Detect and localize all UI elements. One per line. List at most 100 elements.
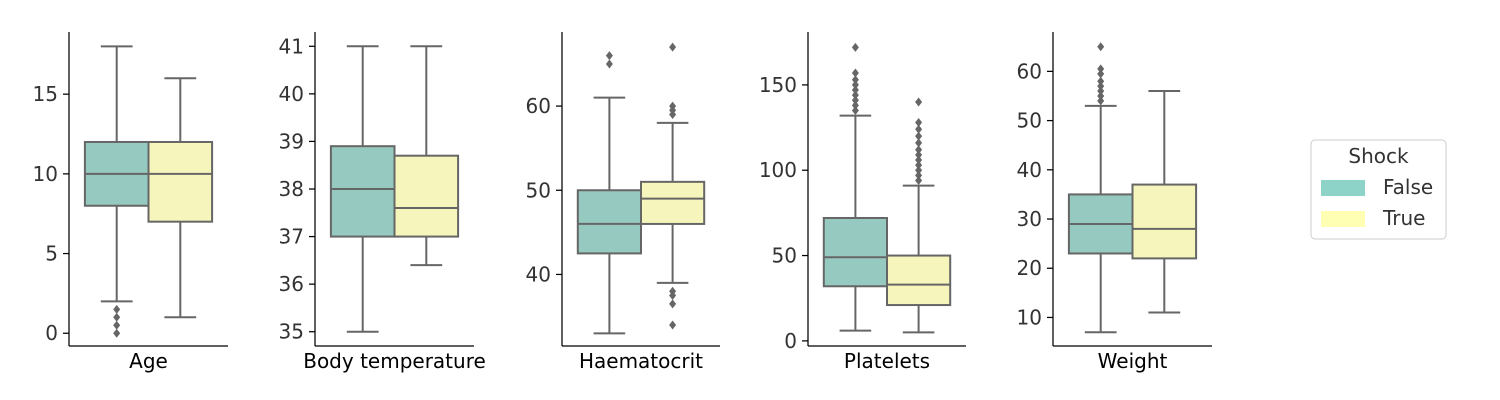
outlier-point <box>915 97 923 107</box>
outlier-point <box>669 320 677 330</box>
outlier-point <box>915 175 923 185</box>
box-false <box>1067 42 1134 334</box>
y-tick-label: 40 <box>526 262 551 286</box>
iqr-box <box>822 217 888 288</box>
outlier-point <box>915 131 923 141</box>
box-false <box>822 42 888 332</box>
y-tick-label: 20 <box>1017 256 1042 280</box>
outlier-point <box>915 170 923 180</box>
y-tick-label: 15 <box>33 82 58 106</box>
outlier-point <box>1097 96 1105 106</box>
y-tick-label: 0 <box>45 321 58 345</box>
y-tick-label: 100 <box>759 158 797 182</box>
outlier-point <box>851 68 859 78</box>
legend-label-true: True <box>1382 206 1425 230</box>
outlier-point <box>915 138 923 148</box>
outlier-point <box>113 320 121 330</box>
panel-age: 0 5 10 15 Age <box>33 32 228 373</box>
outlier-point <box>1097 69 1105 79</box>
y-tick-label: 60 <box>526 94 551 118</box>
outlier-point <box>851 90 859 100</box>
outlier-point <box>915 155 923 165</box>
outlier-point <box>851 42 859 52</box>
outlier-point <box>915 150 923 160</box>
x-axis-label: Weight <box>1098 349 1168 373</box>
box-false <box>329 45 396 333</box>
legend-swatch-false <box>1321 180 1365 196</box>
box-true <box>147 77 214 319</box>
x-axis-label: Platelets <box>844 349 930 373</box>
y-tick-label: 39 <box>279 129 304 153</box>
outlier-point <box>669 42 677 52</box>
legend-label-false: False <box>1383 175 1433 199</box>
outlier-point <box>605 59 613 69</box>
iqr-box <box>1131 183 1198 260</box>
outlier-point <box>1097 86 1105 96</box>
y-tick-label: 36 <box>279 272 304 296</box>
y-tick-label: 50 <box>772 244 797 268</box>
y-tick-label: 41 <box>279 34 304 58</box>
panels: 0 5 10 15 Age 35 36 37 38 39 40 41 Body temperature 4… <box>33 32 1212 373</box>
outlier-point <box>915 165 923 175</box>
box-false <box>83 45 150 338</box>
iqr-box <box>576 189 642 255</box>
iqr-box <box>886 254 952 307</box>
box-false <box>576 51 642 335</box>
y-tick-label: 40 <box>1017 158 1042 182</box>
y-tick-label: 150 <box>759 73 797 97</box>
x-axis-label: Age <box>129 349 168 373</box>
y-tick-label: 60 <box>1017 59 1042 83</box>
outlier-point <box>851 95 859 105</box>
panel-haematocrit: 40 50 60 Haematocrit <box>526 32 720 373</box>
outlier-point <box>915 145 923 155</box>
outlier-point <box>915 160 923 170</box>
panel-body-temperature: 35 36 37 38 39 40 41 Body temperature <box>279 32 486 373</box>
iqr-box <box>640 180 706 225</box>
panel-weight: 10 20 30 40 50 60 Weight <box>1017 32 1212 373</box>
outlier-point <box>851 100 859 110</box>
outlier-point <box>851 80 859 90</box>
y-tick-label: 0 <box>784 329 797 353</box>
outlier-point <box>1097 81 1105 91</box>
outlier-point <box>915 124 923 134</box>
y-tick-label: 37 <box>279 225 304 249</box>
legend: Shock False True <box>1310 139 1447 240</box>
box-true <box>640 42 706 330</box>
iqr-box <box>393 154 460 238</box>
outlier-point <box>1097 76 1105 86</box>
x-axis-label: Body temperature <box>303 349 486 373</box>
outlier-point <box>1097 64 1105 74</box>
outlier-point <box>1097 42 1105 52</box>
outlier-point <box>113 312 121 322</box>
x-axis-label: Haematocrit <box>579 349 703 373</box>
legend-swatch-true <box>1321 211 1365 227</box>
outlier-point <box>113 328 121 338</box>
outlier-point <box>669 101 677 111</box>
y-tick-label: 35 <box>279 320 304 344</box>
box-true <box>1131 90 1198 314</box>
outlier-point <box>669 286 677 296</box>
legend-title: Shock <box>1348 144 1409 168</box>
outlier-point <box>915 117 923 127</box>
outlier-point <box>1097 91 1105 101</box>
iqr-box <box>329 145 396 238</box>
y-tick-label: 10 <box>1017 305 1042 329</box>
outlier-point <box>113 304 121 314</box>
outlier-point <box>669 299 677 309</box>
box-true <box>886 97 952 334</box>
y-tick-label: 10 <box>33 162 58 186</box>
outlier-point <box>851 75 859 85</box>
iqr-box <box>147 140 214 223</box>
y-tick-label: 50 <box>526 178 551 202</box>
outlier-point <box>851 85 859 95</box>
outlier-point <box>605 51 613 61</box>
outlier-point <box>851 106 859 115</box>
y-tick-label: 50 <box>1017 109 1042 133</box>
y-tick-label: 30 <box>1017 207 1042 231</box>
y-tick-label: 5 <box>45 242 58 266</box>
panel-platelets: 0 50 100 150 Platelets <box>759 32 966 373</box>
y-tick-label: 40 <box>279 82 304 106</box>
box-true <box>393 45 460 267</box>
y-tick-label: 38 <box>279 177 304 201</box>
